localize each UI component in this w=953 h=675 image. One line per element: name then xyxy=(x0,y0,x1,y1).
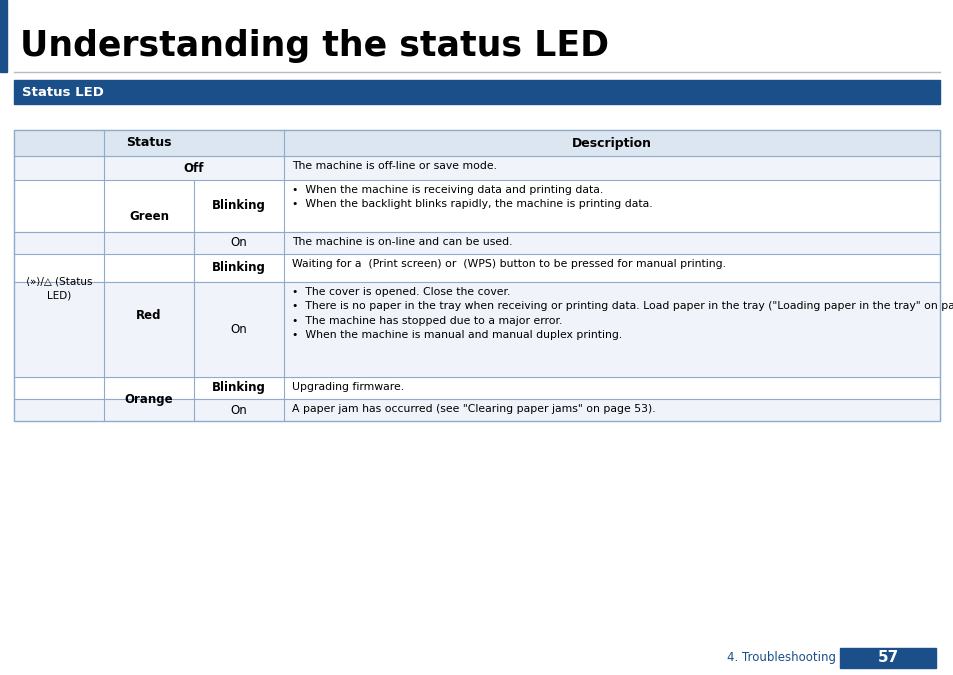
Text: A paper jam has occurred (see "Clearing paper jams" on page 53).: A paper jam has occurred (see "Clearing … xyxy=(292,404,655,414)
Text: On: On xyxy=(231,404,247,416)
Bar xyxy=(14,180,939,232)
Text: Understanding the status LED: Understanding the status LED xyxy=(20,29,608,63)
Text: Blinking: Blinking xyxy=(212,200,266,213)
Text: Description: Description xyxy=(572,136,651,149)
Bar xyxy=(14,377,939,399)
Text: Orange: Orange xyxy=(125,392,173,406)
Text: Blinking: Blinking xyxy=(212,261,266,275)
Text: On: On xyxy=(231,323,247,336)
Bar xyxy=(14,130,939,421)
Bar xyxy=(840,648,935,668)
Text: The machine is on-line and can be used.: The machine is on-line and can be used. xyxy=(292,237,512,247)
Text: ⟨»⟩/△ (Status
LED): ⟨»⟩/△ (Status LED) xyxy=(26,276,92,301)
Text: 4. Troubleshooting: 4. Troubleshooting xyxy=(726,651,835,664)
Bar xyxy=(14,130,939,156)
Text: •  When the machine is receiving data and printing data.
•  When the backlight b: • When the machine is receiving data and… xyxy=(292,185,652,209)
Bar xyxy=(14,254,939,282)
Text: Green: Green xyxy=(129,211,169,223)
Bar xyxy=(14,282,939,377)
Text: On: On xyxy=(231,236,247,250)
Text: Off: Off xyxy=(184,161,204,175)
Text: Waiting for a  (Print screen) or  (WPS) button to be pressed for manual printing: Waiting for a (Print screen) or (WPS) bu… xyxy=(292,259,725,269)
Text: •  The cover is opened. Close the cover.
•  There is no paper in the tray when r: • The cover is opened. Close the cover. … xyxy=(292,287,953,340)
Text: 57: 57 xyxy=(877,651,898,666)
Text: Upgrading firmware.: Upgrading firmware. xyxy=(292,382,404,392)
Text: The machine is off-line or save mode.: The machine is off-line or save mode. xyxy=(292,161,497,171)
Bar xyxy=(14,232,939,254)
Text: Status: Status xyxy=(126,136,172,149)
Bar xyxy=(14,80,939,104)
Text: Blinking: Blinking xyxy=(212,381,266,394)
Bar xyxy=(14,156,939,180)
Bar xyxy=(0,0,7,72)
Text: Status LED: Status LED xyxy=(22,86,104,99)
Bar xyxy=(14,399,939,421)
Text: Red: Red xyxy=(136,309,162,322)
